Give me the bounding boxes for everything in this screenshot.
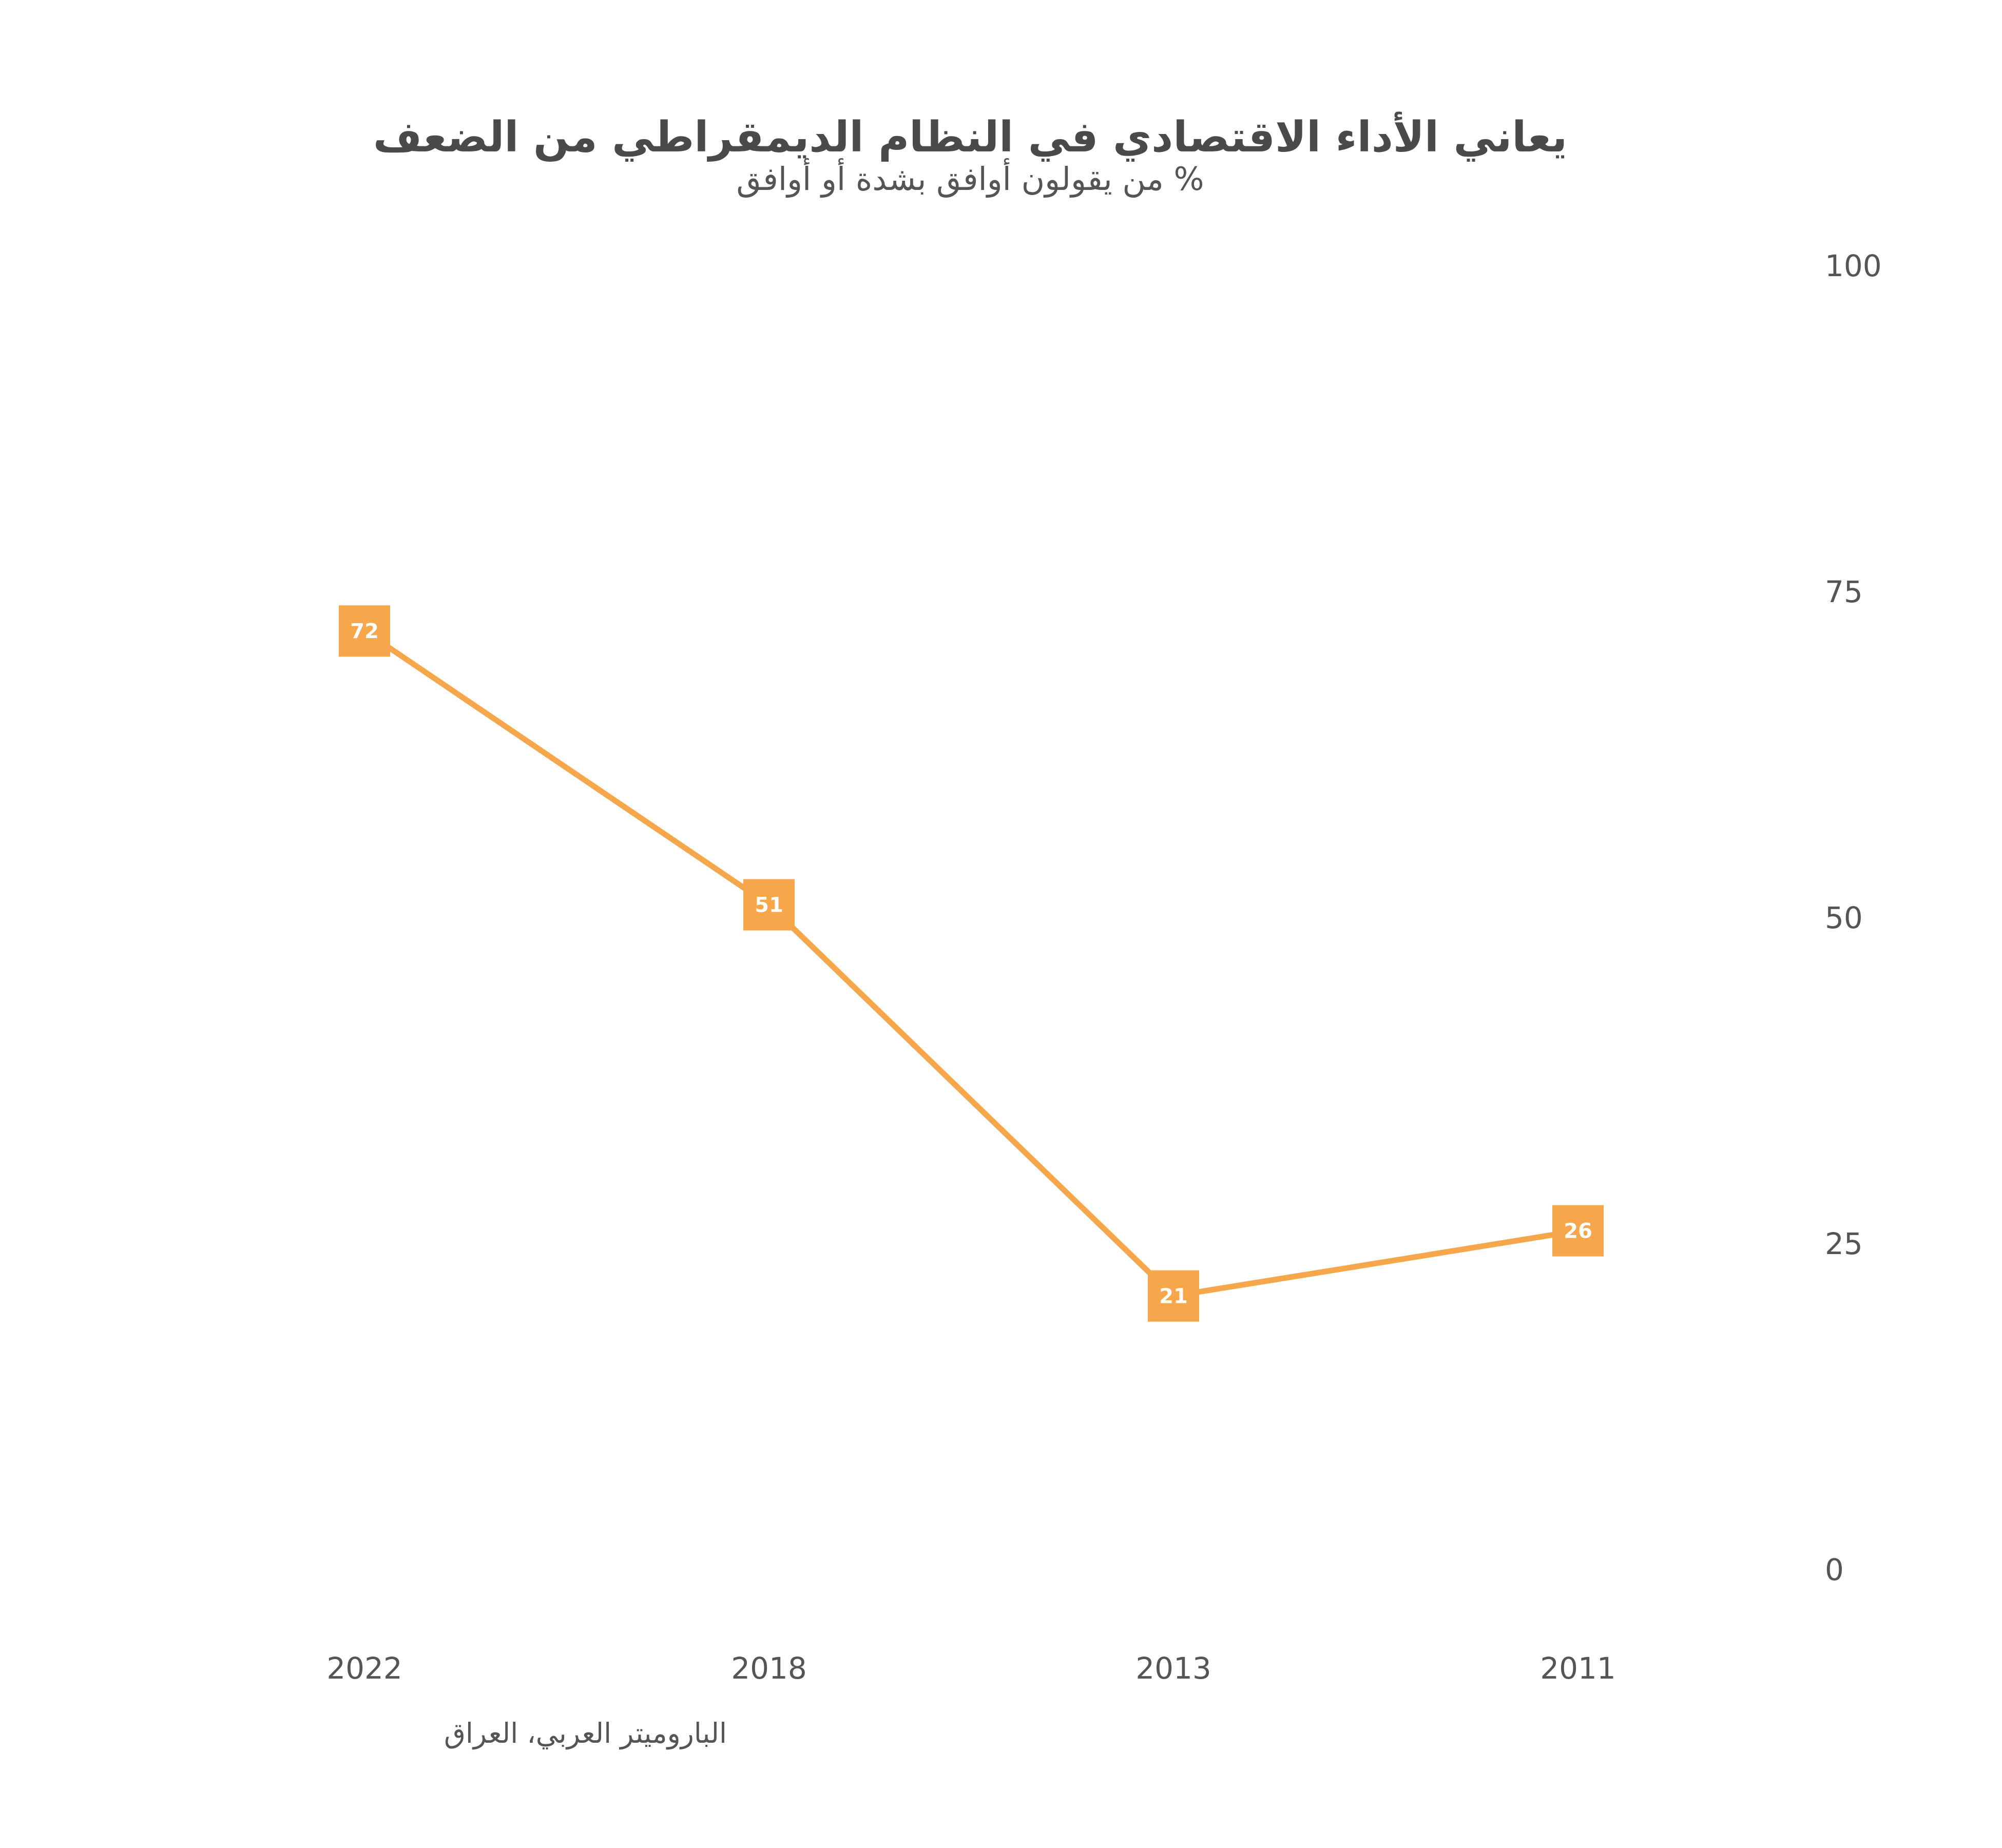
y-tick-label: 75	[1825, 574, 1863, 609]
data-point-marker	[1552, 1205, 1604, 1257]
x-tick-label: 2018	[731, 1651, 807, 1686]
chart-subtitle: % من يقولون أوافق بشدة أو أوافق	[737, 158, 1204, 198]
x-axis: 2022 2018 2013 2011	[326, 1651, 1616, 1686]
y-axis: 0 25 50 75 100	[1825, 248, 1882, 1587]
y-tick-label: 25	[1825, 1226, 1863, 1261]
data-label: 51	[755, 894, 783, 917]
series-line	[361, 628, 1581, 1299]
data-label: 21	[1159, 1285, 1188, 1308]
data-label: 26	[1564, 1220, 1592, 1243]
data-point-marker	[1148, 1270, 1199, 1322]
data-point-marker	[339, 605, 390, 657]
x-tick-label: 2022	[326, 1651, 402, 1686]
x-tick-label: 2013	[1135, 1651, 1211, 1686]
y-tick-label: 0	[1825, 1552, 1844, 1587]
y-tick-label: 50	[1825, 900, 1863, 935]
source-note: الباروميتر العربي، العراق	[444, 1717, 727, 1749]
data-point-marker	[743, 879, 795, 931]
data-label: 72	[350, 620, 379, 643]
x-tick-label: 2011	[1540, 1651, 1616, 1686]
series-group: 72 51 21 26	[339, 605, 1604, 1322]
y-tick-label: 100	[1825, 248, 1882, 283]
chart-title: يعاني الأداء الاقتصادي في النظام الديمقر…	[373, 111, 1567, 162]
